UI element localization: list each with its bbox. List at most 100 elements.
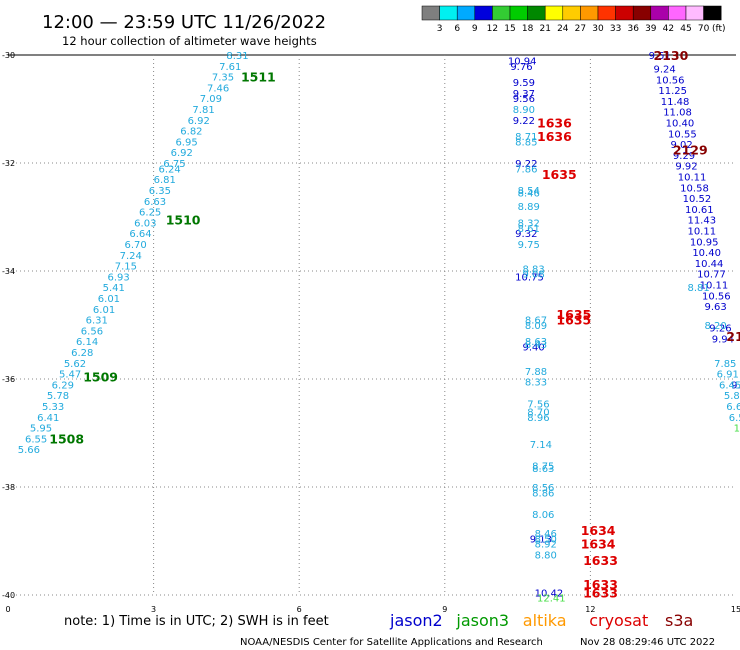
scale-swatch bbox=[439, 5, 458, 21]
swh-value-label: 8.63 bbox=[525, 337, 547, 348]
swh-value-label: 8.85 bbox=[515, 137, 537, 148]
y-tick-label: -40 bbox=[2, 591, 15, 600]
swh-value-label: 6.55 bbox=[25, 434, 47, 445]
swh-value-label: 7.09 bbox=[200, 94, 222, 105]
scale-label: 45 bbox=[680, 24, 691, 34]
swh-value-label: 6.29 bbox=[52, 380, 74, 391]
swh-value-label: 9.22 bbox=[515, 159, 537, 170]
swh-value-label: 9.56 bbox=[513, 94, 535, 105]
swh-value-label: 7.61 bbox=[219, 62, 241, 73]
scale-swatch bbox=[668, 5, 687, 21]
swh-value-label: 9.94 bbox=[712, 335, 734, 346]
swh-value-label: 11.08 bbox=[663, 108, 692, 119]
swh-value-label: 11.48 bbox=[661, 97, 690, 108]
swh-value-label: 11.43 bbox=[687, 216, 716, 227]
swh-value-label: 8.43 bbox=[525, 340, 547, 351]
swh-value-label: 6.56 bbox=[81, 326, 103, 337]
swh-value-label: 10.11 bbox=[678, 173, 707, 184]
satellite-jason2: jason2 bbox=[389, 611, 443, 630]
scale-swatch bbox=[492, 5, 511, 21]
track-number-label: 1636 bbox=[537, 129, 572, 144]
y-tick-label: -36 bbox=[2, 375, 15, 384]
swh-value-label: 8.81 bbox=[687, 283, 709, 294]
swh-value-label: 9.51 bbox=[649, 51, 671, 62]
scale-swatch bbox=[632, 5, 652, 21]
swh-value-label: 8.67 bbox=[525, 316, 547, 327]
x-tick-label: 15 bbox=[731, 605, 740, 614]
y-tick-label: -34 bbox=[2, 267, 15, 276]
swh-value-label: 7.14 bbox=[530, 440, 552, 451]
swh-value-label: 8.96 bbox=[527, 413, 549, 424]
scale-swatch bbox=[527, 5, 546, 21]
swh-value-label: 9.22 bbox=[513, 116, 535, 127]
scale-swatch bbox=[474, 5, 493, 21]
swh-value-label: 9.08 bbox=[522, 270, 544, 281]
track-number-label: 1508 bbox=[49, 431, 84, 446]
swh-value-label: 7.15 bbox=[115, 262, 137, 273]
swh-value-label: 6.82 bbox=[180, 127, 202, 138]
swh-value-label: 8.46 bbox=[518, 189, 540, 200]
swh-value-label: 6.64 bbox=[129, 229, 151, 240]
swh-value-label: 10.61 bbox=[685, 205, 714, 216]
swh-value-label: 10.42 bbox=[535, 588, 564, 599]
scale-swatch bbox=[685, 5, 704, 21]
swh-value-label: 5.62 bbox=[64, 359, 86, 370]
scale-swatch bbox=[562, 5, 581, 21]
swh-value-label: 5.33 bbox=[42, 402, 64, 413]
scale-label: 30 bbox=[592, 24, 604, 34]
swh-value-label: 5.66 bbox=[18, 445, 40, 456]
x-tick-label: 12 bbox=[585, 605, 595, 614]
swh-value-label: 8.83 bbox=[522, 264, 544, 275]
swh-value-label: 6.01 bbox=[93, 305, 115, 316]
scale-swatch bbox=[509, 5, 528, 21]
swh-value-label: 10.75 bbox=[515, 272, 544, 283]
swh-value-label: 10.11 bbox=[700, 281, 729, 292]
swh-value-label: 10.44 bbox=[695, 259, 724, 270]
track-number-label: 1510 bbox=[166, 213, 201, 228]
swh-value-label: 7.46 bbox=[207, 83, 229, 94]
swh-value-label: 8.61 bbox=[518, 224, 540, 235]
swh-value-label: 8.09 bbox=[525, 321, 547, 332]
chart-subtitle: 12 hour collection of altimeter wave hei… bbox=[62, 34, 317, 48]
swh-value-label: 9.59 bbox=[513, 78, 535, 89]
scale-unit: (ft) bbox=[712, 24, 726, 34]
swh-value-label: 9.32 bbox=[515, 229, 537, 240]
scale-label: 18 bbox=[522, 24, 534, 34]
scale-label: 39 bbox=[645, 24, 657, 34]
swh-value-label: 5.78 bbox=[47, 391, 69, 402]
swh-value-label: 8.20 bbox=[704, 321, 726, 332]
swh-value-label: 6.28 bbox=[71, 348, 93, 359]
scale-label: 70 bbox=[698, 24, 710, 34]
swh-value-label: 6.25 bbox=[139, 208, 161, 219]
swh-value-label: 6.67 bbox=[726, 402, 740, 413]
swh-value-label: 6.63 bbox=[144, 197, 166, 208]
swh-value-label: 9.02 bbox=[670, 140, 692, 151]
x-tick-label: 6 bbox=[297, 605, 302, 614]
satellite-s3a: s3a bbox=[665, 611, 693, 630]
plot-area: -30 -32 -34 -36 -38 -40 0 3 6 9 12 15 8.317.617.35… bbox=[2, 48, 740, 614]
swh-value-label: 6.41 bbox=[37, 413, 59, 424]
scale-swatch bbox=[597, 5, 616, 21]
swh-value-label: 8.89 bbox=[518, 202, 540, 213]
swh-value-label: 8.70 bbox=[527, 407, 549, 418]
swh-value-label: 8.90 bbox=[513, 105, 535, 116]
track-number-label: 2130 bbox=[653, 48, 688, 63]
swh-value-label: 10.58 bbox=[680, 183, 709, 194]
track-number-label: 1633 bbox=[583, 577, 618, 592]
swh-value-label: 8.80 bbox=[535, 551, 557, 562]
track-number-label: 213 bbox=[726, 329, 740, 344]
scale-swatch bbox=[650, 5, 669, 21]
scale-label: 21 bbox=[539, 24, 550, 34]
y-tick-label: -38 bbox=[2, 483, 15, 492]
swh-value-label: 5.47 bbox=[59, 370, 81, 381]
swh-value-label: 7.85 bbox=[714, 359, 736, 370]
swh-value-label: 8.63 bbox=[532, 464, 554, 475]
swh-value-label: 8.32 bbox=[518, 218, 540, 229]
swh-value-label: 10.40 bbox=[692, 248, 721, 259]
swh-value-label: 5.95 bbox=[30, 424, 52, 435]
color-scale-legend: 3 6 9 12 15 18 21 24 27 30 33 36 39 42 45 70 bbox=[421, 5, 722, 34]
swh-value-label: 7.35 bbox=[212, 73, 234, 84]
satellite-cryosat: cryosat bbox=[589, 611, 648, 630]
swh-value-label: 9.92 bbox=[675, 162, 697, 173]
swh-value-label: 5.89 bbox=[724, 391, 740, 402]
